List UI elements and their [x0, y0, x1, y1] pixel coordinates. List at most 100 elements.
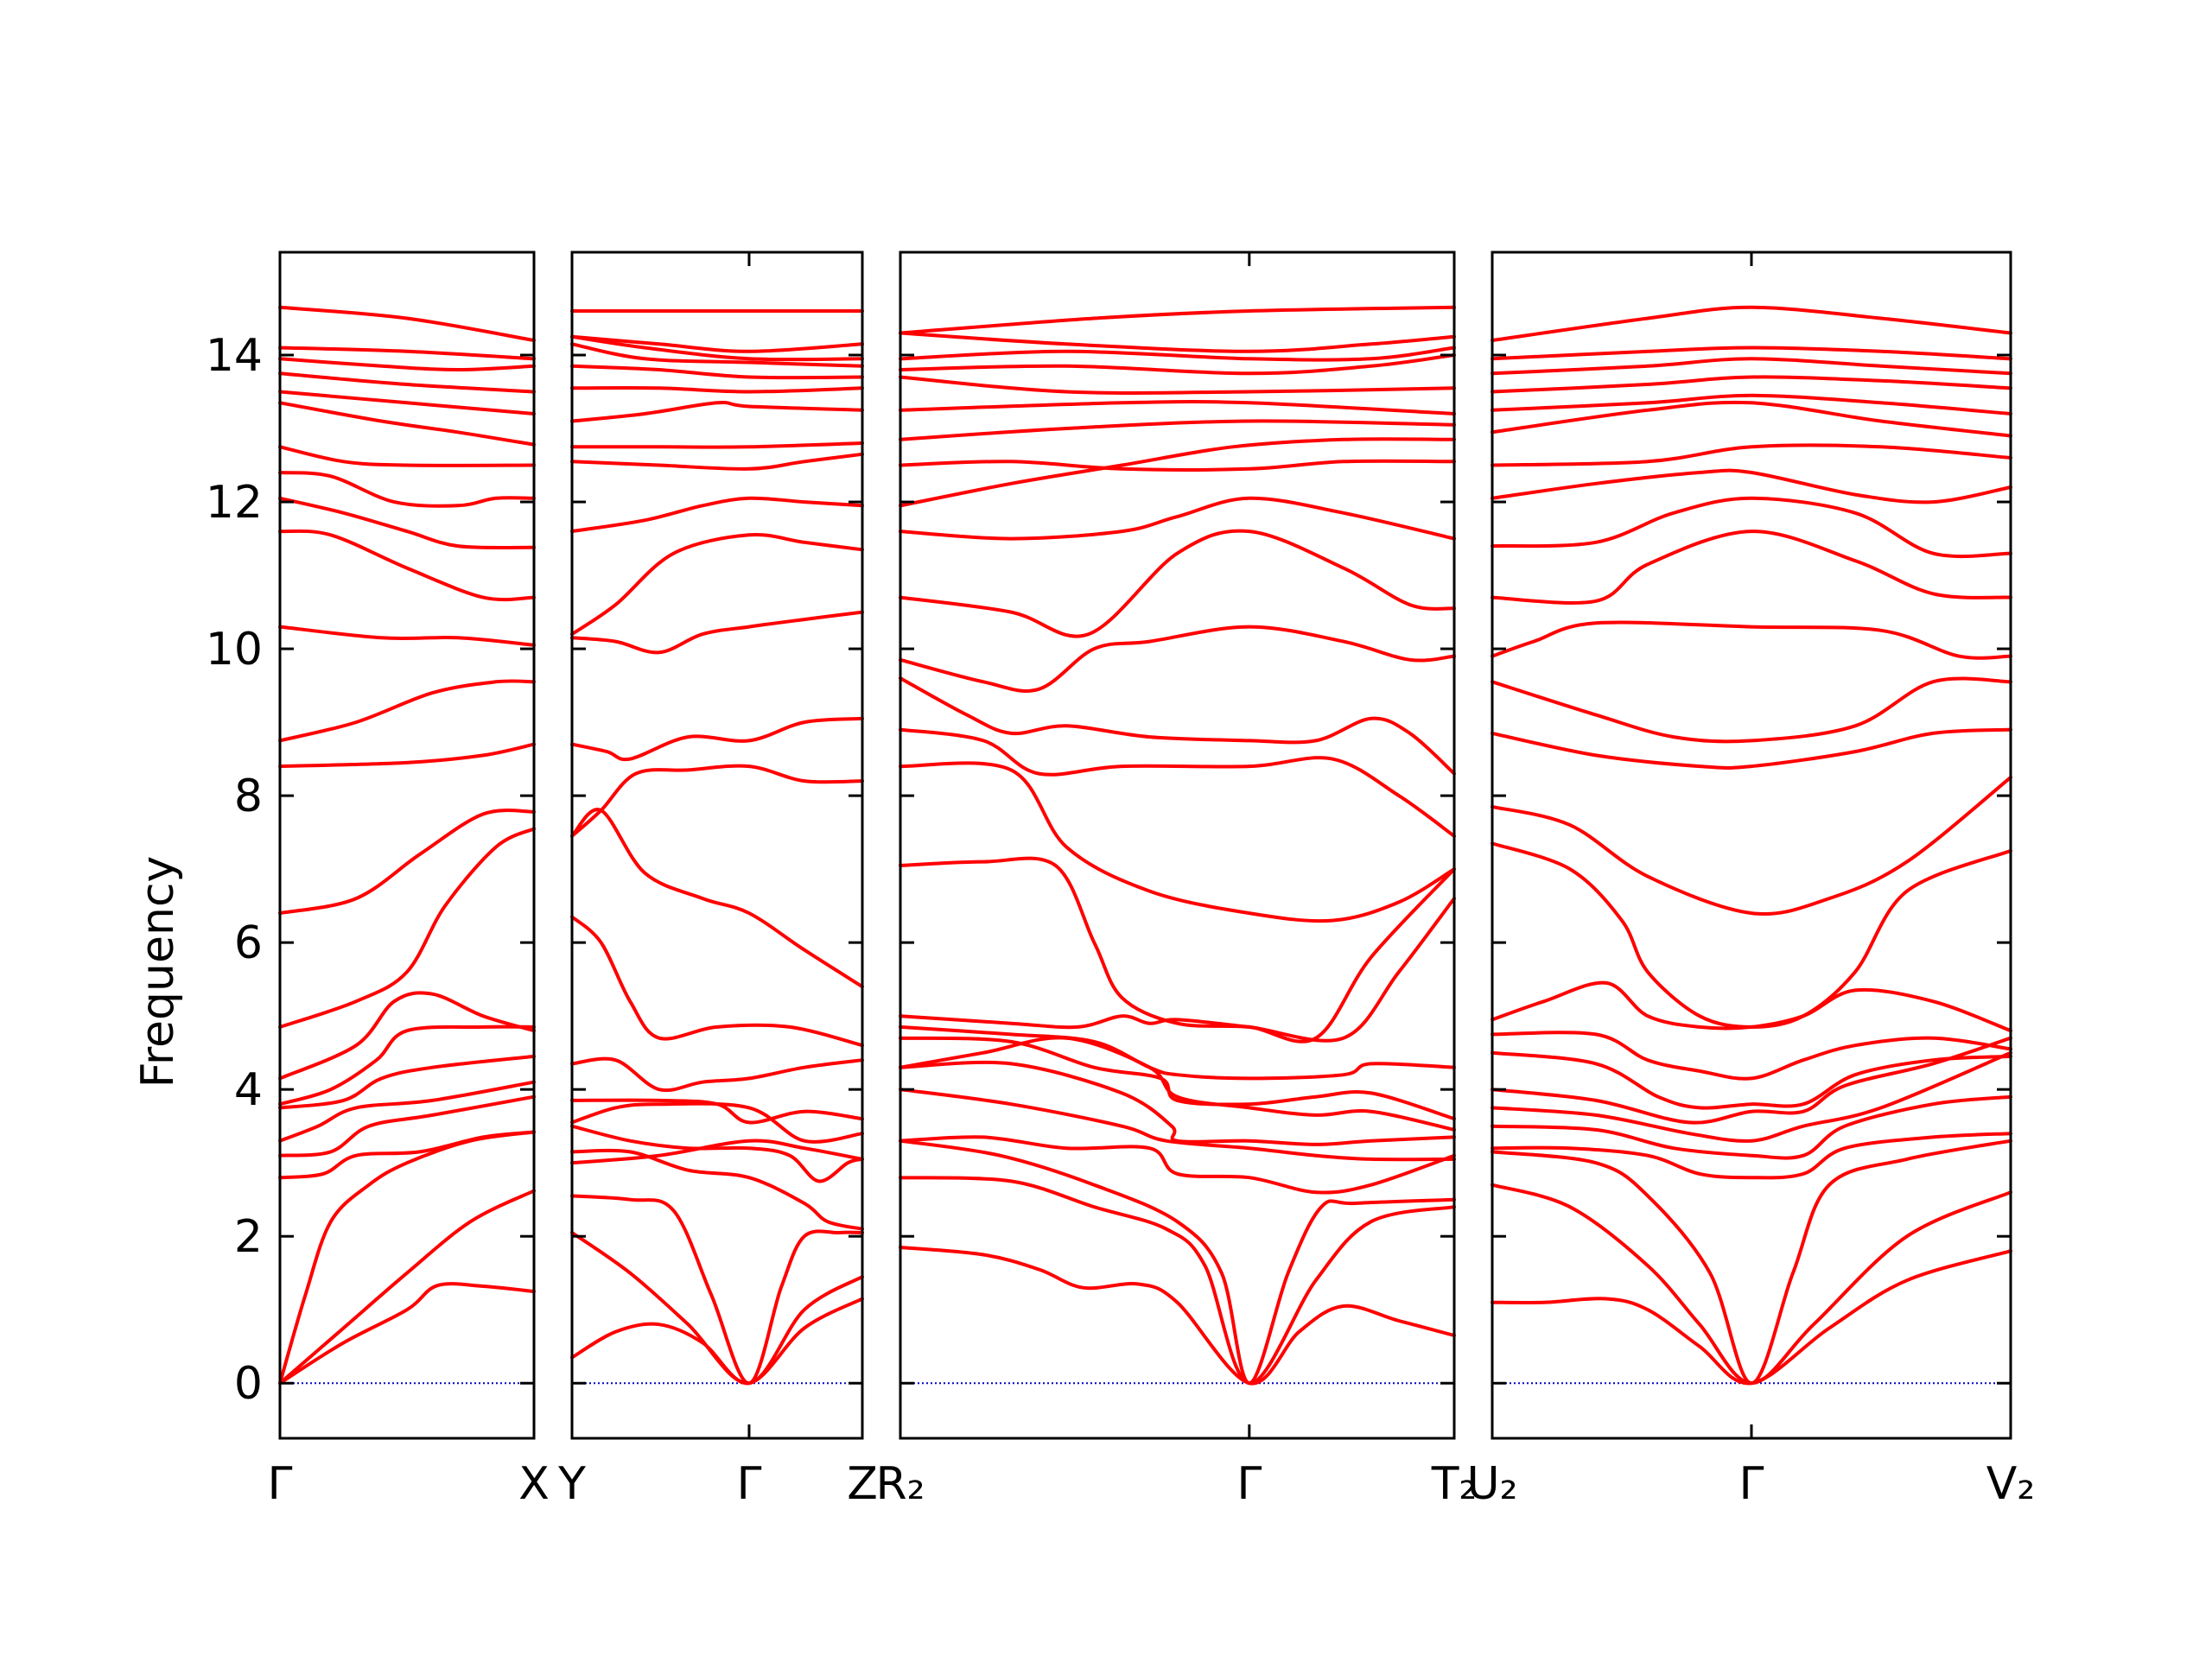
- band-1: [1491, 1249, 2012, 1386]
- x-tick-label: T₂: [1431, 1458, 1478, 1510]
- band-8: [1491, 1050, 2012, 1110]
- band-19: [1491, 443, 2012, 467]
- band-7: [278, 1054, 536, 1110]
- band-2: [899, 1176, 1456, 1386]
- band-16: [899, 529, 1456, 638]
- band-4: [278, 1130, 536, 1180]
- band-4: [570, 1139, 864, 1165]
- x-tick-label: Γ: [736, 1458, 761, 1510]
- band-12: [899, 761, 1456, 923]
- band-13: [570, 716, 864, 762]
- y-tick-label: 8: [234, 771, 263, 822]
- band-9: [899, 1024, 1456, 1081]
- panel-frame: [1491, 251, 2012, 1440]
- band-13: [899, 727, 1456, 838]
- x-tick-label: R₂: [876, 1458, 925, 1510]
- y-axis: 0 2 4 6 8 10 12 14: [206, 330, 263, 1410]
- band-4: [899, 1135, 1456, 1195]
- panel-4: U₂ Γ V₂: [1467, 251, 2035, 1510]
- band-1: [278, 1282, 536, 1386]
- band-24: [1491, 346, 2012, 361]
- band-18: [1491, 468, 2012, 504]
- band-20: [1491, 400, 2012, 438]
- band-15: [1491, 620, 2012, 660]
- band-3: [570, 1194, 864, 1386]
- band-2: [570, 1231, 864, 1386]
- band-12: [278, 742, 536, 769]
- band-15: [899, 625, 1456, 693]
- band-1: [899, 1246, 1456, 1386]
- band-8: [899, 1036, 1456, 1121]
- x-tick-label: Z: [847, 1458, 878, 1510]
- band-15: [278, 529, 536, 602]
- band-8: [278, 1024, 536, 1107]
- band-13: [1491, 727, 2012, 770]
- band-19: [570, 401, 864, 423]
- band-7: [899, 1036, 1456, 1132]
- y-tick-label: 6: [234, 917, 263, 969]
- x-tick-label: Y: [557, 1458, 586, 1510]
- band-21: [1491, 393, 2012, 416]
- band-21: [570, 364, 864, 380]
- band-3: [1491, 1139, 2012, 1386]
- band-11: [899, 856, 1456, 1044]
- band-6: [278, 1080, 536, 1143]
- band-20: [570, 385, 864, 394]
- x-tick-label: Γ: [268, 1458, 293, 1510]
- y-tick-label: 4: [234, 1064, 263, 1116]
- y-tick-label: 14: [206, 330, 263, 382]
- band-7: [1491, 1036, 2012, 1125]
- band-18: [899, 437, 1456, 508]
- band-23: [278, 346, 536, 361]
- band-20: [899, 419, 1456, 441]
- x-tick-label: V₂: [1986, 1458, 2035, 1510]
- band-16: [278, 496, 536, 549]
- x-tick-label: Γ: [1236, 1458, 1262, 1510]
- y-tick-label: 0: [234, 1358, 263, 1410]
- band-10: [899, 897, 1456, 1043]
- band-18: [278, 445, 536, 467]
- band-22: [899, 375, 1456, 395]
- band-14: [570, 610, 864, 655]
- band-21: [278, 371, 536, 394]
- band-8: [570, 1098, 864, 1125]
- band-10: [1491, 980, 2012, 1033]
- band-23: [570, 334, 864, 362]
- y-tick-label: 2: [234, 1211, 263, 1263]
- band-26: [899, 305, 1456, 335]
- band-2: [1491, 1183, 2012, 1386]
- band-16: [1491, 530, 2012, 605]
- band-17: [570, 452, 864, 471]
- band-22: [1491, 375, 2012, 394]
- band-17: [278, 471, 536, 508]
- band-19: [278, 401, 536, 447]
- band-3: [278, 1130, 536, 1386]
- band-16: [570, 496, 864, 534]
- y-axis-label: Frequency: [132, 856, 184, 1088]
- band-18: [570, 441, 864, 449]
- band-10: [278, 827, 536, 1029]
- x-tick-label: X: [518, 1458, 550, 1510]
- band-22: [278, 357, 536, 371]
- band-19: [899, 459, 1456, 472]
- band-9: [278, 991, 536, 1081]
- band-5: [1491, 1094, 2012, 1160]
- panel-frame: [899, 251, 1456, 1440]
- band-23: [1491, 357, 2012, 376]
- band-15: [570, 532, 864, 637]
- band-4: [1491, 1132, 2012, 1180]
- band-6: [1491, 1050, 2012, 1143]
- band-12: [1491, 775, 2012, 916]
- panel-frame: [570, 251, 864, 1440]
- band-17: [1491, 496, 2012, 559]
- band-20: [278, 390, 536, 416]
- band-9: [1491, 1031, 2012, 1081]
- panel-frame: [278, 251, 536, 1440]
- band-9: [570, 1056, 864, 1093]
- band-5: [570, 1148, 864, 1231]
- y-tick-label: 10: [206, 624, 263, 676]
- band-3: [899, 1139, 1456, 1386]
- band-12: [570, 764, 864, 838]
